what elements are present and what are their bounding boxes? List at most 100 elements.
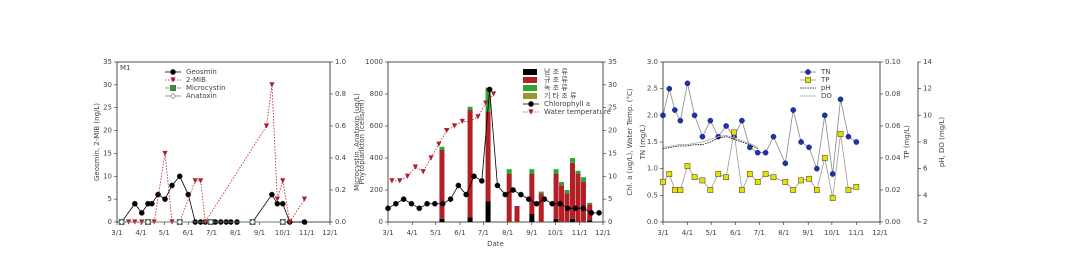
- point: [596, 210, 602, 216]
- legend-label: pH: [821, 84, 831, 92]
- point: [798, 177, 804, 184]
- bar-segment: [439, 218, 445, 222]
- point: [404, 173, 411, 179]
- legend-swatch: [523, 93, 537, 99]
- point: [475, 114, 481, 120]
- point: [572, 205, 579, 212]
- axis-title: TP (mg/L): [903, 125, 911, 160]
- point: [806, 144, 812, 151]
- y-tick-label: 0.5: [647, 191, 658, 199]
- bar-segment: [506, 174, 512, 222]
- point: [490, 91, 497, 97]
- y3-tick-label: 14: [923, 58, 932, 66]
- point: [533, 200, 540, 207]
- point: [269, 82, 275, 88]
- point: [754, 179, 761, 185]
- y3-tick-label: 12: [923, 85, 932, 93]
- point: [782, 160, 789, 167]
- point: [287, 219, 293, 225]
- y3-tick-label: 10: [923, 111, 932, 119]
- axis-title: Microcystin, Anatoxin (ug/L): [353, 93, 361, 191]
- point: [715, 171, 722, 177]
- x-tick-label: 8/1: [230, 229, 241, 237]
- legend-swatch: [523, 77, 537, 83]
- point: [790, 187, 797, 193]
- x-tick-label: 4/1: [135, 229, 146, 237]
- y-tick-label: 0: [379, 218, 383, 226]
- point: [691, 174, 698, 181]
- point: [494, 182, 501, 189]
- point: [424, 200, 430, 207]
- point: [723, 174, 729, 181]
- point: [274, 196, 280, 202]
- point: [479, 178, 485, 184]
- point: [444, 127, 450, 134]
- x-tick-label: 8/1: [502, 229, 513, 237]
- x-tick-label: 12/1: [595, 229, 611, 237]
- point: [118, 218, 125, 226]
- y2-tick-label: 1.0: [335, 58, 346, 66]
- x-tick-label: 6/1: [183, 229, 194, 237]
- point: [455, 182, 462, 189]
- point: [162, 196, 168, 202]
- point: [198, 178, 204, 184]
- point: [723, 123, 729, 129]
- point: [770, 133, 777, 140]
- bar-segment: [553, 169, 559, 174]
- y2-tick-label: 15: [608, 149, 617, 157]
- y-tick-label: 35: [103, 58, 112, 66]
- point: [821, 155, 828, 161]
- bar-segment: [467, 217, 473, 222]
- x-tick-label: 3/1: [382, 229, 393, 237]
- point: [269, 191, 275, 198]
- point: [436, 141, 442, 147]
- x-tick-label: 10/1: [824, 229, 840, 237]
- y3-tick-label: 6: [923, 165, 928, 173]
- y3-tick-label: 8: [923, 138, 927, 146]
- point: [837, 96, 844, 103]
- legend-label: Microcystin: [186, 84, 226, 92]
- point: [739, 117, 745, 124]
- x-tick-label: 6/1: [730, 229, 741, 237]
- y2-tick-label: 5: [608, 195, 612, 203]
- bar-segment: [587, 202, 593, 205]
- x-tick-label: 11/1: [572, 229, 588, 237]
- point: [385, 205, 391, 212]
- bar-segment: [485, 87, 491, 112]
- y-tick-label: 1.0: [647, 165, 658, 173]
- y2-tick-label: 35: [608, 58, 617, 66]
- axis-title: Geosmin, 2-MIB (ng/L): [93, 103, 101, 181]
- series-line: [662, 83, 857, 175]
- y-tick-label: 25: [103, 104, 112, 112]
- y2-tick-label: 0.00: [885, 218, 901, 226]
- point: [731, 129, 737, 136]
- legend-swatch: [523, 85, 537, 91]
- bar-segment: [439, 150, 445, 219]
- bar-segment: [580, 177, 586, 182]
- point: [588, 210, 595, 216]
- point: [814, 187, 820, 193]
- legend-label: Chlorophyll a: [544, 100, 590, 108]
- point: [144, 218, 152, 226]
- axis-title: pH, DO (mg/L): [938, 117, 946, 168]
- point: [185, 191, 192, 198]
- point: [525, 196, 532, 202]
- point: [447, 196, 454, 202]
- y3-tick-label: 4: [923, 191, 928, 199]
- point: [845, 187, 852, 193]
- point: [439, 200, 446, 207]
- point: [393, 200, 399, 207]
- x-tick-label: 10/1: [275, 229, 291, 237]
- x-tick-label: 5/1: [706, 229, 717, 237]
- point: [660, 179, 666, 185]
- y-tick-label: 2.0: [647, 111, 658, 119]
- point: [671, 187, 678, 193]
- y2-tick-label: 0.10: [885, 58, 901, 66]
- point: [853, 139, 860, 145]
- y-tick-label: 0: [108, 218, 112, 226]
- y-tick-label: 800: [370, 90, 383, 98]
- point: [739, 187, 745, 193]
- bar-segment: [529, 169, 535, 174]
- legend-marker: [805, 69, 811, 75]
- y-tick-label: 600: [370, 122, 383, 130]
